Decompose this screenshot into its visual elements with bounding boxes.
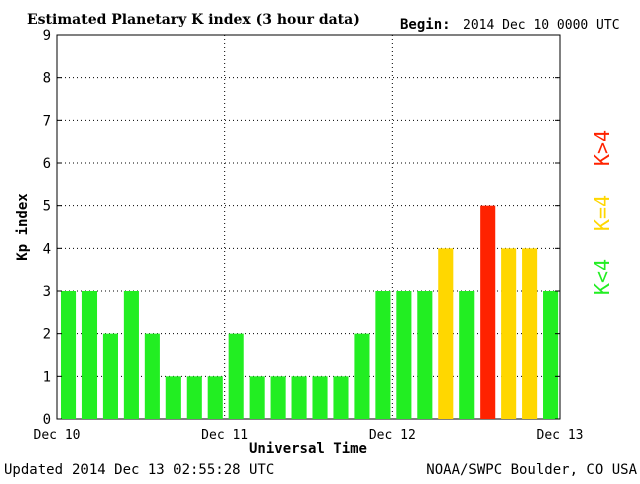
kp-bar	[354, 333, 370, 419]
kp-bar	[396, 291, 412, 419]
kp-bar	[543, 291, 559, 419]
x-tick-label: Dec 11	[201, 428, 248, 443]
x-tick-label: Dec 12	[369, 428, 416, 443]
y-tick-label: 4	[43, 241, 51, 257]
y-tick-label: 3	[43, 284, 51, 300]
y-tick-label: 6	[43, 156, 51, 172]
kp-bar	[459, 291, 475, 419]
updated-label: Updated	[4, 462, 63, 478]
y-axis: 0 1 2 3 4 5 6 7 8 9	[43, 28, 560, 428]
y-axis-title: Kp index	[15, 193, 31, 261]
kp-bar	[207, 376, 223, 419]
kp-bar	[501, 248, 517, 419]
kp-bar	[270, 376, 286, 419]
kp-bar	[312, 376, 328, 419]
legend-high: K>4	[590, 130, 614, 166]
updated-value: 2014 Dec 13 02:55:28 UTC	[72, 462, 274, 478]
kp-bar	[249, 376, 265, 419]
kp-bar	[165, 376, 181, 419]
x-axis: Dec 10 Dec 11 Dec 12 Dec 13	[34, 428, 584, 443]
x-axis-title: Universal Time	[249, 441, 367, 457]
kp-bar	[480, 205, 496, 419]
kp-bar	[102, 333, 118, 419]
kp-bar	[60, 291, 77, 419]
y-tick-label: 7	[43, 113, 51, 129]
kp-bar	[291, 376, 307, 419]
y-tick-label: 0	[43, 412, 51, 428]
kp-bar	[375, 291, 391, 419]
kp-bar	[417, 291, 433, 419]
kp-bar	[522, 248, 538, 419]
legend-low: K<4	[590, 259, 614, 295]
grid-lines	[57, 35, 560, 419]
kp-bar	[81, 291, 98, 419]
x-tick-label: Dec 13	[537, 428, 584, 443]
y-tick-label: 8	[43, 71, 51, 87]
kp-bar	[228, 333, 244, 419]
kp-bar	[186, 376, 202, 419]
x-tick-label: Dec 10	[34, 428, 81, 443]
y-tick-label: 5	[43, 199, 51, 215]
y-tick-label: 1	[43, 369, 51, 385]
kp-bar	[123, 291, 139, 419]
kp-bar	[144, 333, 160, 419]
bar-series	[60, 205, 559, 419]
plot-area	[56, 34, 561, 420]
y-tick-label: 2	[43, 327, 51, 343]
y-tick-label: 9	[43, 28, 51, 44]
begin-label: Begin:	[400, 17, 451, 33]
source-credit: NOAA/SWPC Boulder, CO USA	[426, 462, 637, 478]
kp-bar	[333, 376, 349, 419]
chart-title: Estimated Planetary K index (3 hour data…	[27, 12, 360, 28]
legend-mid: K=4	[590, 195, 614, 231]
kp-bar	[438, 248, 454, 419]
begin-value: 2014 Dec 10 0000 UTC	[463, 18, 620, 33]
